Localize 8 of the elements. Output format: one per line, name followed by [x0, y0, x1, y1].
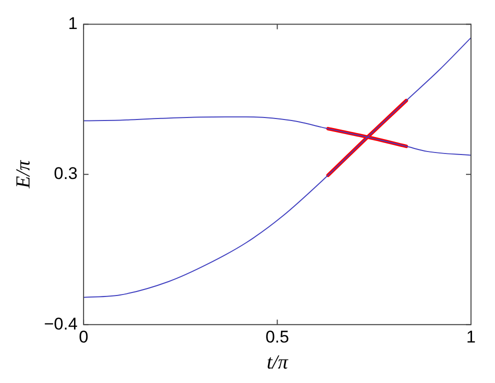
x-tick-label: 0.5 [265, 327, 290, 346]
y-axis-title: E/π [12, 160, 34, 190]
y-tick-label: 0.3 [54, 164, 78, 184]
y-tick-label: 1 [68, 14, 78, 33]
x-tick-label: 0 [78, 327, 88, 346]
x-tick-label: 1 [466, 327, 476, 346]
y-tick-label: −0.4 [44, 314, 78, 334]
x-axis-title: t/π [266, 351, 289, 374]
